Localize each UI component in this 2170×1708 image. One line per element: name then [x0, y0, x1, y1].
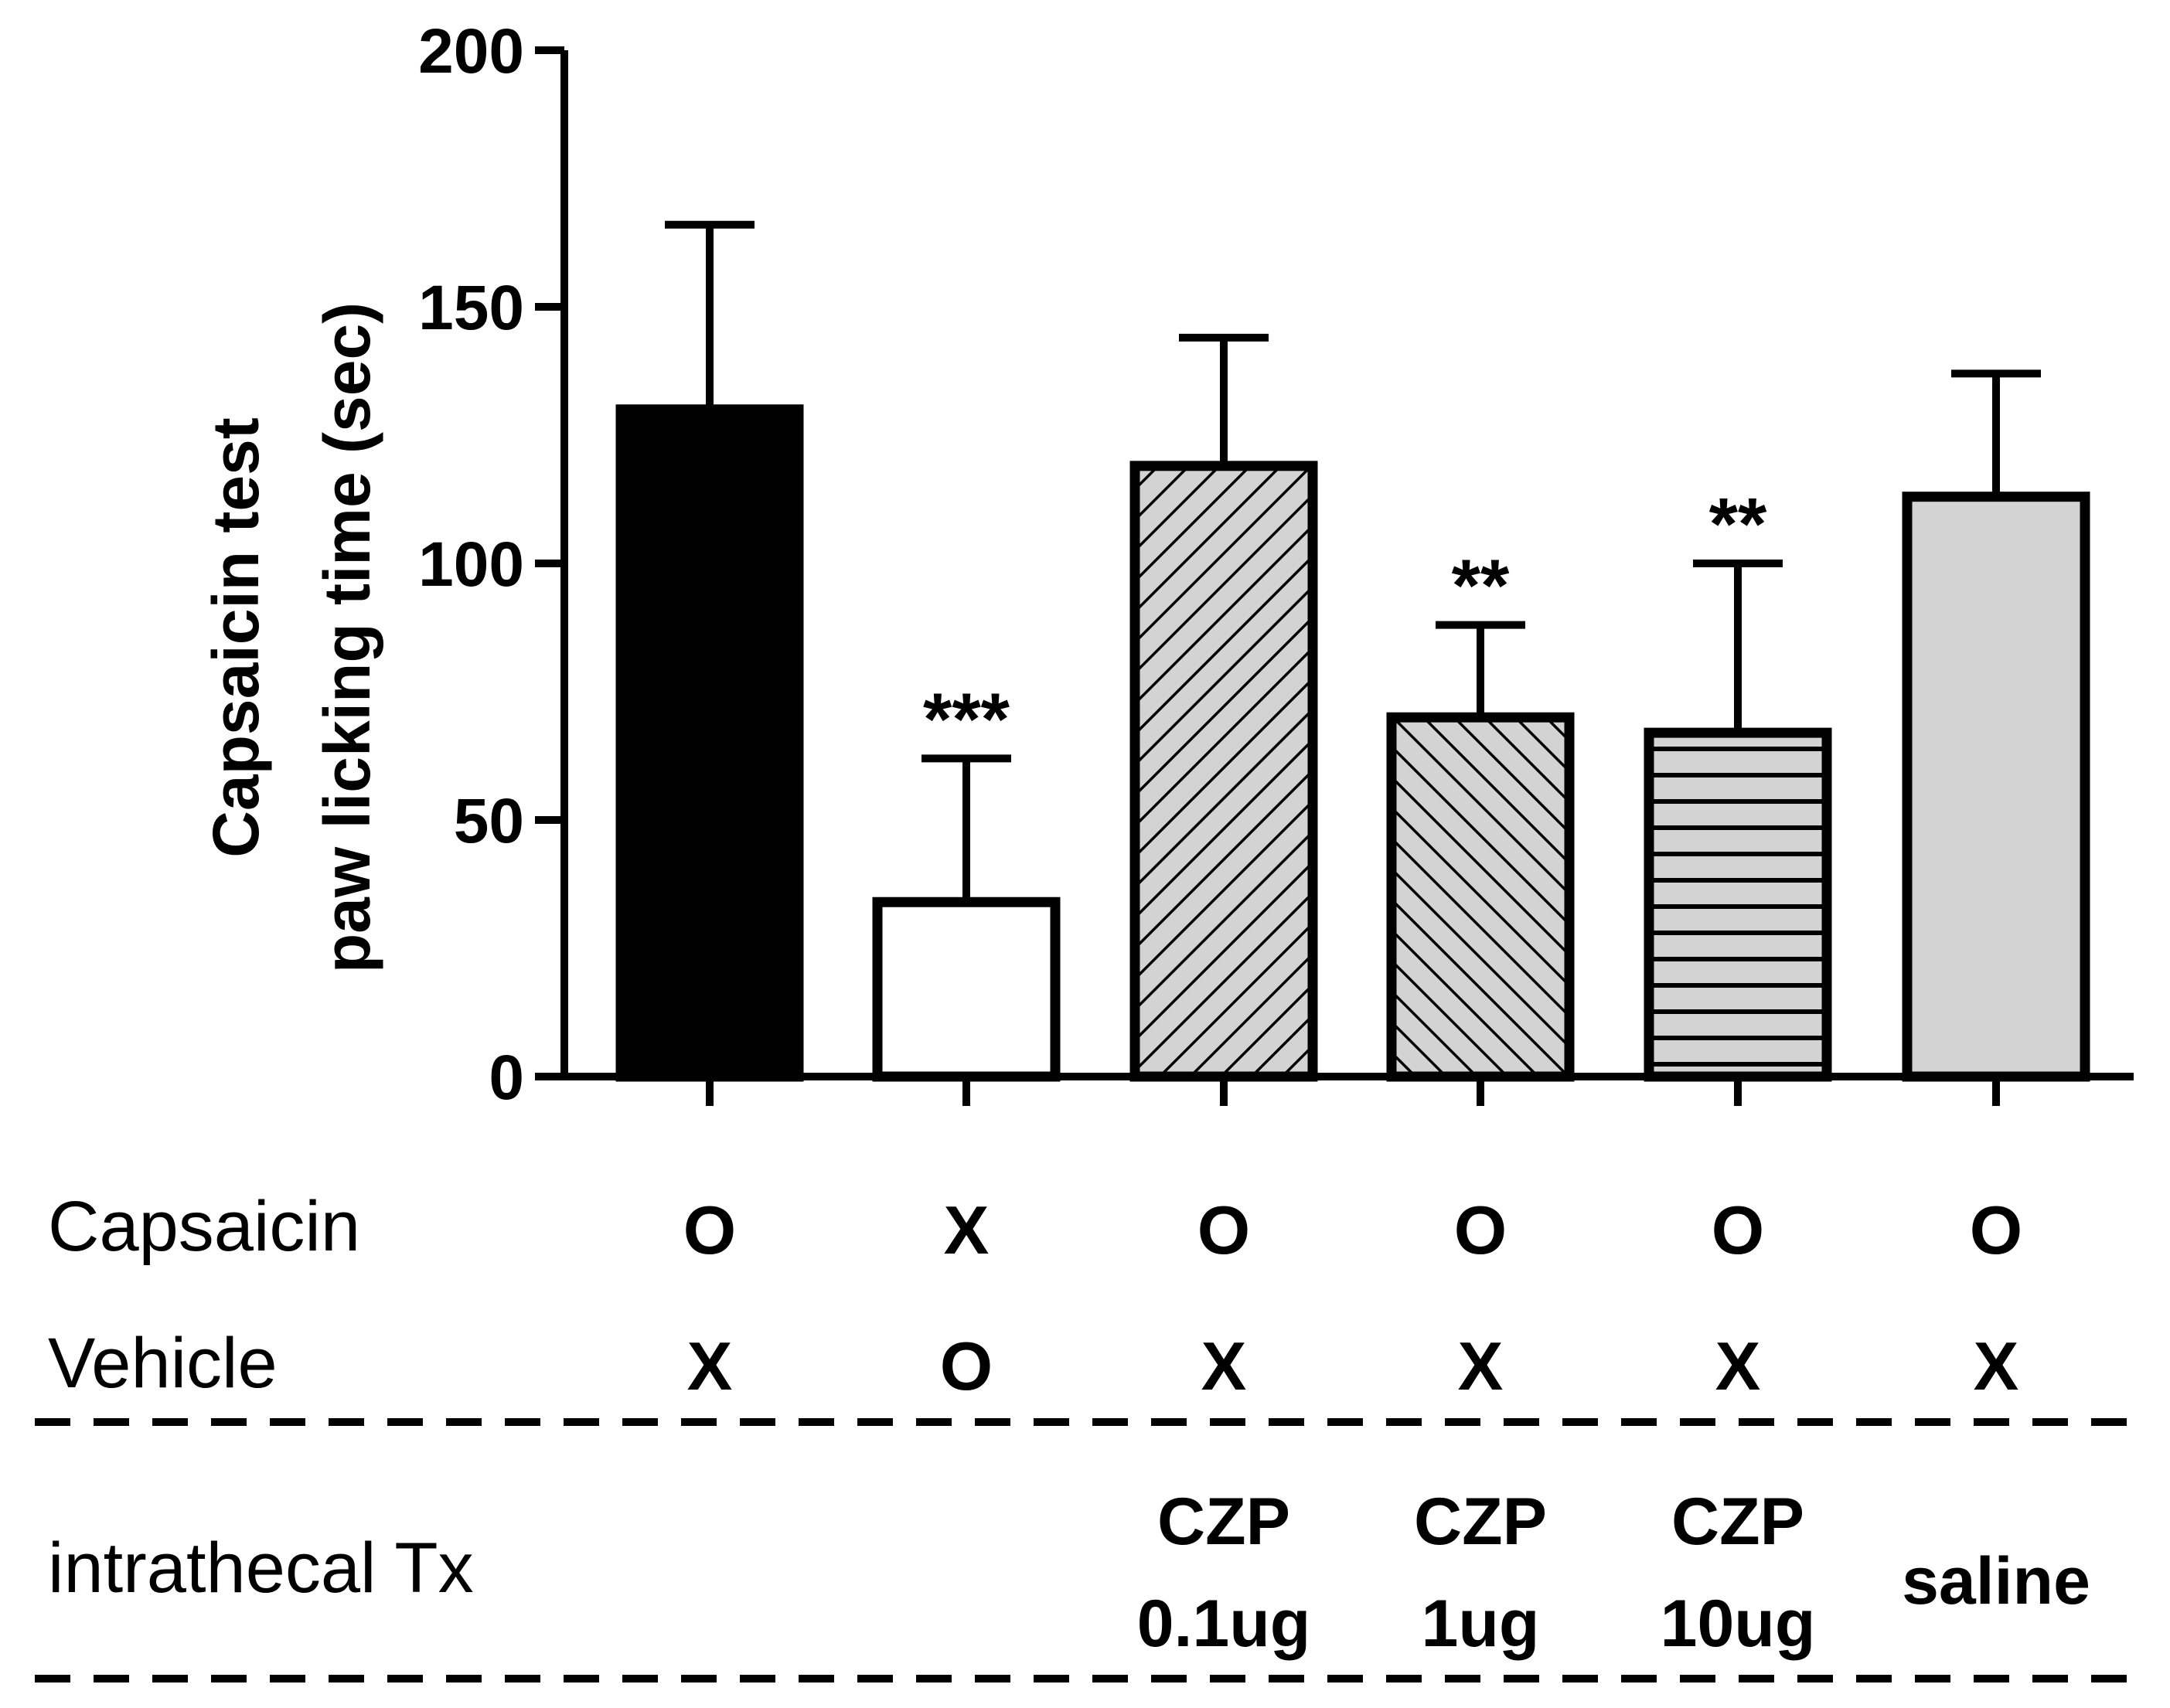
bars [615, 404, 2090, 1082]
capsaicin-mark-6: O [1970, 1192, 2022, 1268]
capsaicin-mark-5: O [1712, 1192, 1764, 1268]
significance-5: ** [1709, 483, 1767, 566]
capsaicin-mark-3: O [1197, 1192, 1250, 1268]
y-axis-label-line-2: paw licking time (sec) [311, 302, 383, 973]
bar-3 [1129, 461, 1318, 1082]
bar-5 [1644, 727, 1832, 1082]
significance-4: ** [1452, 545, 1510, 628]
vehicle-mark-4: X [1458, 1328, 1504, 1404]
y-tick-label-200: 200 [418, 16, 524, 87]
vehicle-mark-5: X [1715, 1328, 1761, 1404]
row-label-intrathecal-tx: intrathecal Tx [48, 1529, 474, 1608]
bar-4 [1386, 712, 1575, 1082]
bar-2 [872, 897, 1061, 1082]
error-bars [665, 220, 2041, 903]
tx-dose-3: 0.1ug [1137, 1587, 1311, 1661]
y-ticks: 0 50 100 150 200 [418, 16, 564, 1113]
y-tick-label-100: 100 [418, 529, 524, 600]
tx-dose-4: 1ug [1422, 1587, 1540, 1661]
y-tick-label-50: 50 [454, 786, 524, 856]
vehicle-mark-6: X [1974, 1328, 2019, 1404]
y-axis-label-line-1: Capsaicin test [199, 417, 272, 858]
tx-drug-4: CZP [1414, 1485, 1547, 1559]
bar-6 [1902, 492, 2090, 1082]
capsaicin-mark-2: X [944, 1192, 990, 1268]
tx-drug-5: CZP [1671, 1485, 1804, 1559]
bar-1 [615, 404, 804, 1082]
y-tick-label-150: 150 [418, 273, 524, 343]
tx-drug-3: CZP [1157, 1485, 1290, 1559]
capsaicin-mark-4: O [1454, 1192, 1507, 1268]
significance-2: *** [923, 678, 1010, 760]
vehicle-mark-2: O [940, 1328, 993, 1404]
capsaicin-mark-1: O [683, 1192, 736, 1268]
tx-dose-5: 10ug [1661, 1587, 1816, 1661]
y-tick-label-0: 0 [489, 1043, 524, 1113]
vehicle-mark-3: X [1201, 1328, 1247, 1404]
tx-label-6: saline [1902, 1544, 2090, 1618]
vehicle-mark-1: X [687, 1328, 733, 1404]
row-label-vehicle: Vehicle [48, 1324, 278, 1403]
significance-marks: ******* [923, 483, 1767, 760]
row-label-capsaicin: Capsaicin [48, 1187, 360, 1266]
